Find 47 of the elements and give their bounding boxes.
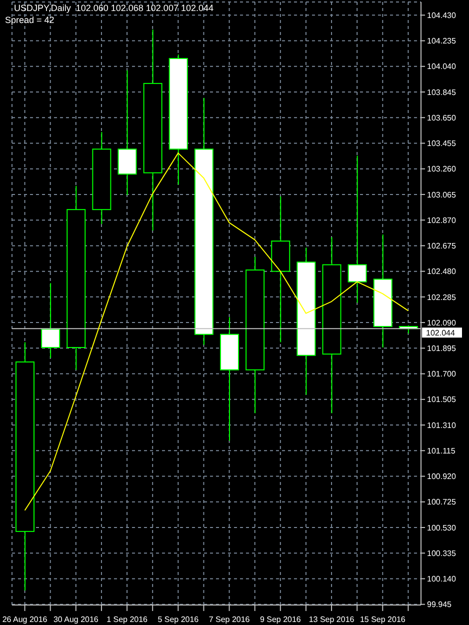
candlestick bbox=[92, 132, 112, 225]
y-tick-label: 101.310 bbox=[427, 420, 456, 430]
y-tick-label: 102.870 bbox=[427, 216, 456, 225]
x-tick-label: 26 Aug 2016 bbox=[2, 615, 48, 624]
x-tick-label: 7 Sep 2016 bbox=[208, 615, 250, 624]
x-tick-label: 15 Sep 2016 bbox=[360, 615, 406, 624]
y-tick-label: 100.335 bbox=[427, 548, 456, 558]
y-tick-label: 102.675 bbox=[427, 242, 456, 251]
y-tick-label: 103.065 bbox=[427, 190, 456, 200]
y-tick-label: 102.090 bbox=[427, 318, 456, 328]
x-tick-label: 13 Sep 2016 bbox=[308, 615, 355, 624]
x-tick-label: 1 Sep 2016 bbox=[106, 615, 148, 624]
y-tick-label: 100.530 bbox=[427, 523, 456, 532]
candlestick bbox=[66, 185, 86, 370]
y-tick-label: 101.505 bbox=[427, 395, 456, 404]
line-series bbox=[24, 152, 409, 511]
y-tick-label: 100.140 bbox=[427, 574, 456, 584]
y-tick-label: 101.700 bbox=[427, 370, 456, 379]
y-tick-label: 104.430 bbox=[427, 10, 456, 20]
x-tick-label: 30 Aug 2016 bbox=[53, 615, 99, 624]
candlestick bbox=[246, 256, 265, 414]
candlestick bbox=[41, 282, 60, 359]
chart-title: USDJPY,Daily 102.060 102.068 102.007 102.044 bbox=[14, 3, 214, 13]
x-tick-label: 9 Sep 2016 bbox=[260, 615, 302, 624]
y-tick-label: 100.725 bbox=[427, 498, 456, 507]
y-tick-label: 103.260 bbox=[427, 164, 456, 174]
x-tick-label: 5 Sep 2016 bbox=[158, 615, 200, 624]
y-tick-label: 99.945 bbox=[427, 600, 452, 610]
candlestick bbox=[373, 234, 392, 348]
y-tick-label: 104.040 bbox=[427, 62, 456, 72]
y-tick-label: 103.650 bbox=[427, 113, 456, 122]
candlestick bbox=[118, 70, 137, 196]
y-tick-label: 103.845 bbox=[427, 88, 456, 97]
y-tick-label: 100.920 bbox=[427, 472, 456, 482]
candlestick bbox=[271, 196, 290, 343]
y-tick-label: 101.115 bbox=[427, 446, 456, 456]
text: Spread = 42 bbox=[5, 15, 54, 25]
candlestick bbox=[348, 155, 367, 304]
candlestick bbox=[220, 316, 239, 442]
candlestick bbox=[296, 247, 316, 396]
y-tick-label: 104.235 bbox=[427, 36, 456, 46]
y-tick-label: 101.895 bbox=[427, 344, 456, 354]
y-tick-label: 102.285 bbox=[427, 292, 456, 302]
y-tick-label: 102.480 bbox=[427, 267, 456, 276]
ref-line-label: 102.044 bbox=[426, 328, 456, 338]
candlestick bbox=[322, 236, 342, 414]
y-tick-label: 103.455 bbox=[427, 139, 456, 148]
